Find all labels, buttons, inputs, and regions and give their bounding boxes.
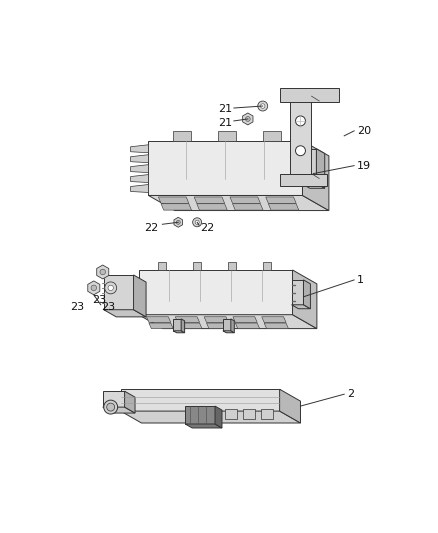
Text: 23: 23 [101,302,115,312]
Polygon shape [231,319,234,333]
Polygon shape [131,184,148,192]
Polygon shape [131,165,148,173]
Bar [261,409,273,419]
Polygon shape [149,323,173,329]
Polygon shape [181,319,185,333]
Circle shape [91,285,97,290]
Circle shape [100,269,106,274]
Polygon shape [301,149,316,183]
Text: 22: 22 [200,223,214,233]
Polygon shape [304,280,311,309]
Polygon shape [243,113,253,125]
Bar [225,409,237,419]
Polygon shape [207,323,231,329]
Polygon shape [138,270,293,314]
Bar [159,262,166,270]
Polygon shape [197,204,227,210]
Text: 2: 2 [347,389,354,399]
Polygon shape [268,204,299,210]
Bar [263,262,271,270]
Text: 19: 19 [357,160,371,171]
Polygon shape [279,88,339,102]
Polygon shape [301,183,325,188]
Polygon shape [175,317,200,322]
Text: 23: 23 [92,295,106,305]
Polygon shape [138,314,317,329]
Polygon shape [223,319,231,331]
Polygon shape [146,317,171,322]
Circle shape [195,220,199,224]
Polygon shape [173,319,181,331]
Polygon shape [178,323,202,329]
Polygon shape [215,406,222,428]
Circle shape [245,117,250,122]
Bar [173,131,191,141]
Polygon shape [290,96,311,174]
Polygon shape [134,275,146,317]
Polygon shape [120,389,279,411]
Polygon shape [173,331,185,333]
Text: 23: 23 [70,302,84,312]
Polygon shape [316,149,325,188]
Polygon shape [266,197,296,203]
Polygon shape [303,141,329,211]
Polygon shape [264,323,289,329]
Polygon shape [161,204,191,210]
Polygon shape [235,323,260,329]
Polygon shape [233,204,263,210]
Circle shape [296,116,305,126]
Circle shape [296,146,305,156]
Polygon shape [233,317,257,322]
Bar [228,262,236,270]
Polygon shape [159,197,189,203]
Polygon shape [204,317,228,322]
Circle shape [108,285,113,290]
Polygon shape [174,217,183,227]
Polygon shape [103,391,124,407]
Bar [243,409,255,419]
Polygon shape [148,141,303,196]
Polygon shape [88,281,100,295]
Circle shape [107,403,115,411]
Text: 20: 20 [357,126,371,136]
Polygon shape [293,270,317,329]
Polygon shape [131,175,148,182]
Bar [263,131,281,141]
Polygon shape [103,407,135,413]
Polygon shape [185,424,222,428]
Polygon shape [279,389,300,423]
Text: 1: 1 [357,275,364,285]
Polygon shape [120,411,300,423]
Polygon shape [262,317,286,322]
Bar [193,262,201,270]
Polygon shape [230,197,261,203]
Polygon shape [124,391,135,413]
Bar [218,131,236,141]
Circle shape [105,282,117,294]
Polygon shape [223,331,234,333]
Circle shape [176,220,180,224]
Polygon shape [97,265,109,279]
Polygon shape [292,305,311,309]
Polygon shape [279,174,327,185]
Circle shape [104,400,118,414]
Circle shape [193,218,201,227]
Text: 22: 22 [144,223,159,233]
Circle shape [258,101,268,111]
Polygon shape [104,310,146,317]
Polygon shape [148,196,329,211]
Polygon shape [131,145,148,153]
Polygon shape [194,197,225,203]
Circle shape [261,104,265,108]
Polygon shape [292,280,304,305]
Text: 21: 21 [218,118,232,128]
Polygon shape [104,275,134,310]
Polygon shape [185,406,215,424]
Text: 21: 21 [218,104,232,114]
Polygon shape [131,155,148,163]
